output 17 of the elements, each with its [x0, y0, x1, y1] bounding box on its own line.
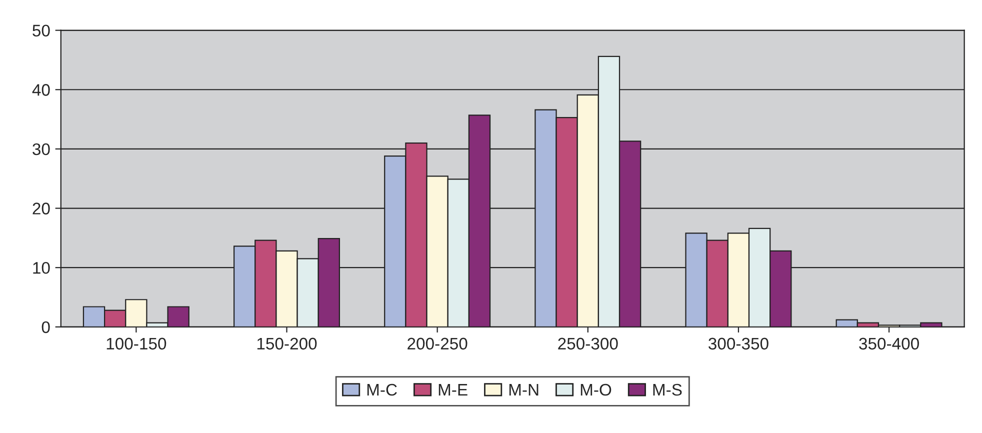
x-tick-label: 150-200: [257, 338, 317, 350]
x-tick-label: 200-250: [408, 338, 468, 350]
legend-label: M-N: [509, 384, 538, 396]
y-tick-label: 20: [32, 202, 50, 214]
legend-label: M-E: [438, 384, 468, 396]
y-tick-label: 40: [32, 84, 50, 96]
legend-label: M-S: [653, 384, 682, 396]
legend-label: M-C: [367, 384, 397, 396]
y-tick-label: 30: [32, 143, 50, 156]
x-tick-label: 350-400: [859, 338, 919, 350]
x-tick-label: 250-300: [558, 338, 618, 350]
y-tick-label: 50: [32, 24, 50, 37]
y-tick-label: 10: [33, 262, 50, 274]
legend-label: M-O: [580, 384, 612, 396]
x-tick-label: 300-350: [708, 338, 768, 350]
x-tick-label: 100-150: [106, 338, 166, 350]
y-tick-label: 0: [42, 321, 50, 334]
